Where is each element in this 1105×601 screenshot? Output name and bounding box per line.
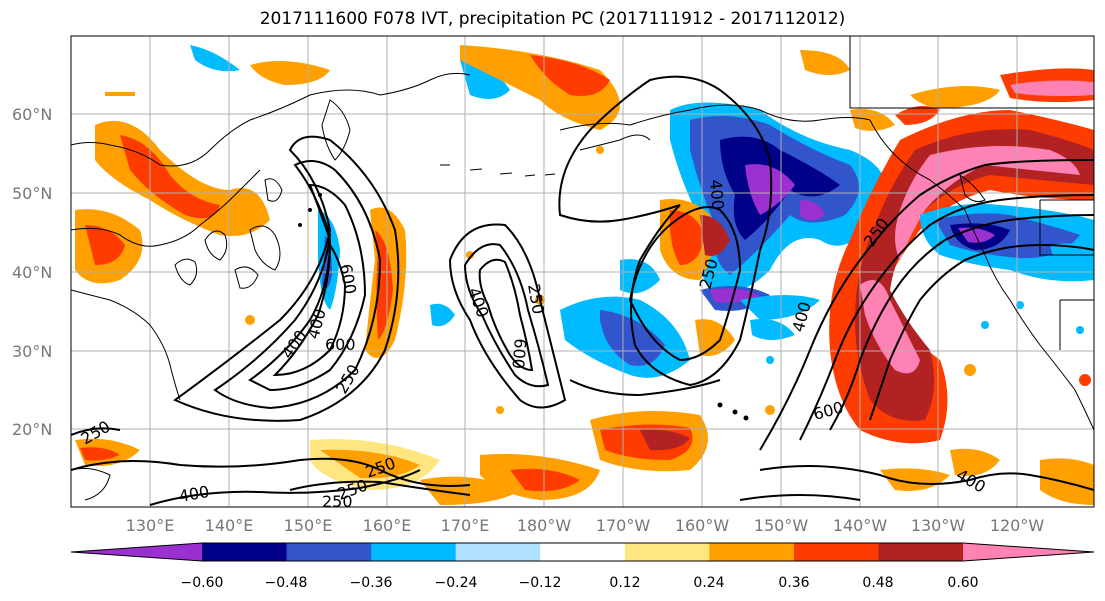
colorbar-tick-label: 0.24 bbox=[693, 575, 724, 591]
colorbar-segment bbox=[286, 543, 372, 561]
lon-label: 140°E bbox=[205, 516, 254, 535]
colorbar-tick-label: −0.36 bbox=[350, 575, 393, 591]
colorbar bbox=[70, 542, 1095, 562]
lon-label: 170°W bbox=[596, 516, 651, 535]
lon-label: 170°E bbox=[441, 516, 490, 535]
lat-label: 50°N bbox=[12, 184, 52, 203]
lon-label: 180°W bbox=[517, 516, 572, 535]
lon-label: 130°E bbox=[126, 516, 175, 535]
contour-label: 250 bbox=[322, 492, 353, 511]
map-frame bbox=[70, 35, 1095, 508]
coastlines bbox=[71, 36, 1094, 501]
ivt-contours bbox=[71, 75, 1094, 506]
colorbar-segment bbox=[202, 543, 288, 561]
contour-label: 400 bbox=[706, 179, 728, 211]
lat-label: 20°N bbox=[12, 420, 52, 439]
colorbar-tick-label: 0.12 bbox=[609, 575, 640, 591]
latitude-labels: 20°N 30°N 40°N 50°N 60°N bbox=[12, 105, 52, 439]
contour-label: 600 bbox=[325, 335, 356, 354]
colorbar-segment bbox=[371, 543, 457, 561]
lon-label: 160°E bbox=[363, 516, 412, 535]
colorbar-tick-label: −0.24 bbox=[435, 575, 478, 591]
lon-label: 140°W bbox=[833, 516, 888, 535]
lon-label: 160°W bbox=[675, 516, 730, 535]
lat-label: 40°N bbox=[12, 263, 52, 282]
lon-label: 120°W bbox=[990, 516, 1045, 535]
contour-label: 600 bbox=[508, 338, 530, 370]
lon-label: 130°W bbox=[911, 516, 966, 535]
colorbar-tick-labels: −0.60 −0.48 −0.36 −0.24 −0.12 0.12 0.24 … bbox=[181, 575, 979, 591]
colorbar-tick-label: 0.60 bbox=[947, 575, 978, 591]
lat-label: 30°N bbox=[12, 342, 52, 361]
colorbar-tick-label: 0.36 bbox=[778, 575, 809, 591]
map-grid bbox=[71, 36, 1094, 507]
colorbar-tick-label: −0.48 bbox=[265, 575, 308, 591]
lon-label: 150°W bbox=[754, 516, 809, 535]
colorbar-segment bbox=[455, 543, 541, 561]
colorbar-tick-label: 0.48 bbox=[862, 575, 893, 591]
map-title: 2017111600 F078 IVT, precipitation PC (2… bbox=[259, 9, 846, 29]
colorbar-outline bbox=[70, 542, 1095, 562]
longitude-labels: 130°E 140°E 150°E 160°E 170°E 180°W 170°… bbox=[126, 516, 1045, 535]
colorbar-segment bbox=[793, 543, 879, 561]
colorbar-segment bbox=[878, 543, 964, 561]
colorbar-segment bbox=[540, 543, 626, 561]
lat-label: 60°N bbox=[12, 105, 52, 124]
colorbar-segment bbox=[624, 543, 710, 561]
lon-label: 150°E bbox=[284, 516, 333, 535]
colorbar-segment bbox=[963, 543, 1094, 561]
colorbar-tick-label: −0.12 bbox=[519, 575, 562, 591]
colorbar-tick-label: −0.60 bbox=[181, 575, 224, 591]
colorbar-segment bbox=[709, 543, 795, 561]
colorbar-segment bbox=[71, 543, 202, 561]
